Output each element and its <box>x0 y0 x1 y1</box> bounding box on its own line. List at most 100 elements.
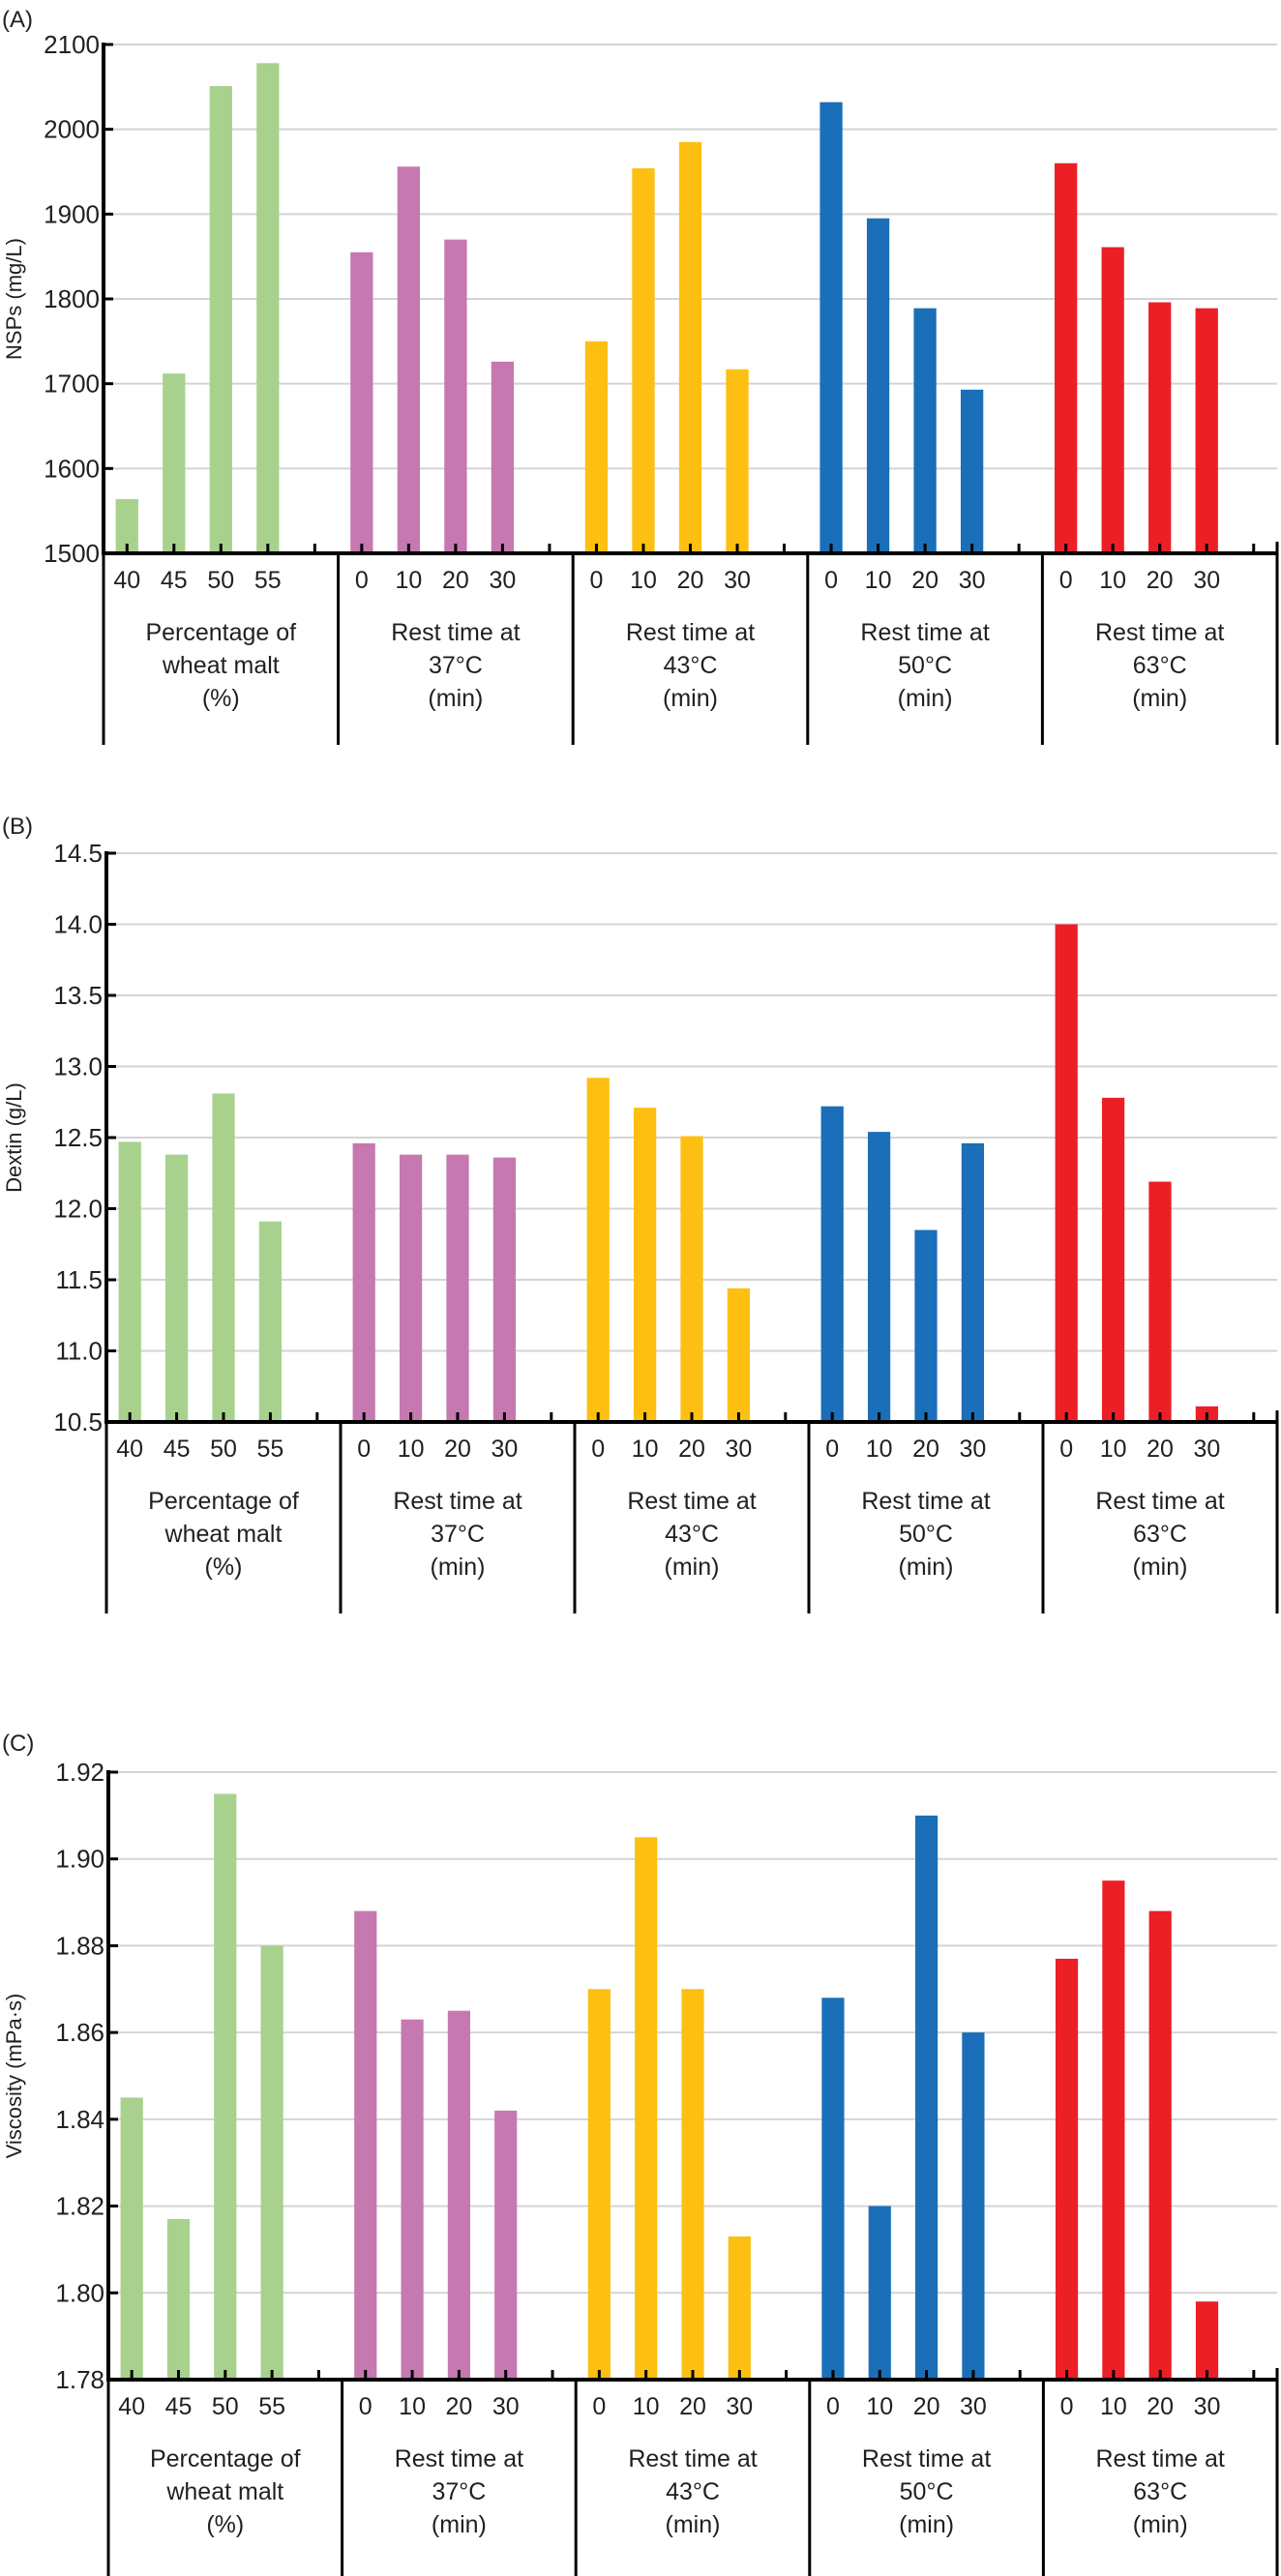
bar <box>726 369 749 553</box>
bar <box>118 1141 141 1422</box>
group-label: (min) <box>899 2511 954 2538</box>
group-label: (min) <box>1132 685 1187 712</box>
x-tick-label: 20 <box>912 1436 939 1463</box>
x-tick-label: 55 <box>256 1436 283 1463</box>
x-tick-label: 0 <box>590 567 604 594</box>
bar <box>867 1132 891 1422</box>
y-tick-label: 12.5 <box>53 1123 103 1152</box>
group-label: (min) <box>663 685 718 712</box>
x-tick-label: 20 <box>913 2393 940 2420</box>
bar <box>1055 1958 1079 2380</box>
group-label: Rest time at <box>861 1488 990 1515</box>
bar <box>681 1989 704 2380</box>
group-label: (min) <box>665 1554 720 1581</box>
group-label: Rest time at <box>1095 619 1224 646</box>
bar <box>350 252 373 553</box>
bar <box>633 1108 657 1422</box>
x-tick-label: 0 <box>355 567 369 594</box>
y-tick-label: 14.5 <box>53 839 103 868</box>
x-tick-label: 10 <box>866 1436 893 1463</box>
x-tick-label: 30 <box>959 1436 986 1463</box>
bar <box>491 361 515 553</box>
bar <box>819 102 843 553</box>
bar <box>632 167 655 553</box>
bar <box>399 1154 423 1422</box>
y-tick-label: 1.84 <box>55 2105 104 2134</box>
group-label: 63°C <box>1133 652 1187 679</box>
x-tick-label: 40 <box>113 567 140 594</box>
bar <box>915 1815 938 2380</box>
x-tick-label: 30 <box>1193 1436 1220 1463</box>
bar <box>212 1093 235 1422</box>
y-tick-label: 1.82 <box>55 2192 104 2221</box>
x-tick-label: 30 <box>960 2393 987 2420</box>
x-tick-label: 20 <box>677 567 704 594</box>
y-axis-label: Viscosity (mPa·s) <box>2 1994 26 2159</box>
y-tick-label: 12.0 <box>53 1195 103 1224</box>
x-tick-label: 0 <box>1059 1436 1073 1463</box>
group-label: 43°C <box>666 2478 720 2505</box>
group-label: 63°C <box>1133 1521 1187 1548</box>
bar <box>678 141 702 554</box>
y-tick-label: 14.0 <box>53 910 103 939</box>
bar <box>120 2097 143 2380</box>
x-tick-label: 30 <box>726 2393 753 2420</box>
group-label: 63°C <box>1133 2478 1187 2505</box>
y-tick-label: 1.88 <box>55 1931 104 1960</box>
bar <box>1102 1880 1125 2380</box>
group-label: Rest time at <box>395 2445 523 2472</box>
bar <box>587 1989 611 2380</box>
group-label: (min) <box>428 685 483 712</box>
group-label: 43°C <box>664 652 718 679</box>
x-tick-label: 20 <box>444 1436 471 1463</box>
bar <box>1195 308 1218 553</box>
x-tick-label: 20 <box>679 2393 706 2420</box>
y-tick-label: 13.0 <box>53 1052 103 1081</box>
group-label: 50°C <box>900 2478 954 2505</box>
x-tick-label: 10 <box>633 2393 660 2420</box>
group-label: Percentage of <box>145 619 296 646</box>
y-tick-label: 1900 <box>44 199 100 228</box>
bar <box>354 1910 377 2380</box>
group-label: Rest time at <box>391 619 520 646</box>
x-tick-label: 0 <box>357 1436 371 1463</box>
bar <box>163 373 186 553</box>
group-label: (%) <box>205 1554 243 1581</box>
bar <box>444 239 467 553</box>
bar <box>1148 1181 1172 1422</box>
bar <box>1148 1910 1172 2380</box>
group-label: 37°C <box>429 652 483 679</box>
group-label: (%) <box>202 685 240 712</box>
x-tick-label: 0 <box>591 1436 605 1463</box>
group-label: Rest time at <box>393 1488 521 1515</box>
x-tick-label: 0 <box>359 2393 372 2420</box>
bar <box>820 1106 844 1422</box>
x-tick-label: 30 <box>1194 2393 1221 2420</box>
x-tick-label: 10 <box>1099 567 1126 594</box>
group-label: Percentage of <box>148 1488 299 1515</box>
group-label: wheat malt <box>165 2478 283 2505</box>
x-tick-label: 30 <box>492 2393 520 2420</box>
group-label: (min) <box>1133 1554 1188 1581</box>
group-label: Rest time at <box>1095 1488 1224 1515</box>
y-tick-label: 1.78 <box>55 2365 104 2394</box>
x-tick-label: 50 <box>212 2393 239 2420</box>
y-tick-label: 1.86 <box>55 2018 104 2047</box>
panel-label: (C) <box>2 1731 34 1757</box>
bar <box>913 308 937 553</box>
group-label: 50°C <box>899 1521 953 1548</box>
y-tick-label: 1800 <box>44 284 100 313</box>
x-tick-label: 40 <box>118 2393 145 2420</box>
x-tick-label: 30 <box>1193 567 1220 594</box>
bar <box>1055 924 1078 1422</box>
group-label: Rest time at <box>1096 2445 1225 2472</box>
bar <box>680 1136 703 1422</box>
y-tick-label: 2100 <box>44 30 100 59</box>
bar <box>258 1221 283 1422</box>
y-tick-label: 1700 <box>44 370 100 399</box>
y-tick-label: 1.90 <box>55 1845 104 1874</box>
bar <box>401 2019 424 2380</box>
x-tick-label: 10 <box>395 567 422 594</box>
x-tick-label: 10 <box>632 1436 659 1463</box>
